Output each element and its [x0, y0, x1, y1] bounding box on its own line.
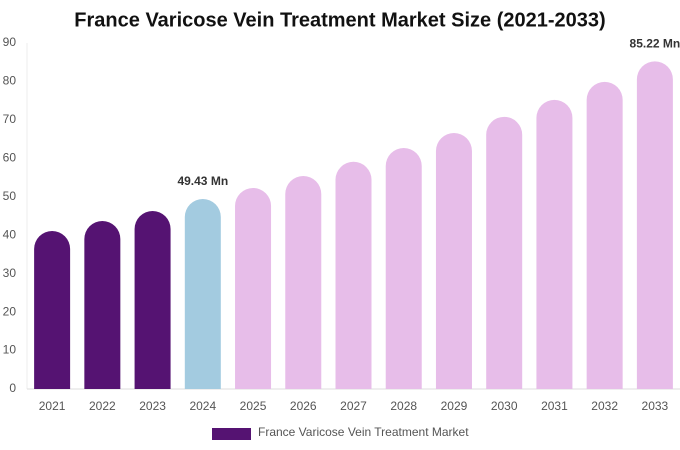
x-tick-label: 2023 — [139, 399, 166, 413]
bar — [636, 61, 673, 390]
value-label: 49.43 Mn — [177, 174, 228, 188]
bar — [385, 147, 422, 389]
x-tick-label: 2028 — [390, 399, 417, 413]
bar — [586, 81, 623, 390]
bar — [134, 211, 171, 389]
bar — [184, 198, 221, 389]
value-label: 85.22 Mn — [630, 37, 680, 51]
legend-swatch — [212, 428, 251, 440]
bar — [435, 132, 472, 389]
y-tick-label: 20 — [3, 304, 17, 318]
y-tick-label: 70 — [3, 112, 17, 126]
x-tick-label: 2027 — [340, 399, 367, 413]
y-tick-label: 10 — [3, 343, 17, 357]
bar — [235, 187, 272, 389]
y-tick-label: 80 — [3, 74, 17, 88]
x-tick-label: 2026 — [290, 399, 317, 413]
x-tick-label: 2024 — [189, 399, 216, 413]
bar — [335, 161, 372, 389]
legend-label: France Varicose Vein Treatment Market — [258, 425, 469, 439]
bar — [536, 99, 573, 390]
y-tick-label: 50 — [3, 189, 17, 203]
y-tick-label: 90 — [3, 35, 17, 49]
bar — [486, 116, 523, 389]
bar — [34, 230, 71, 389]
y-tick-label: 0 — [9, 381, 16, 395]
chart-title: France Varicose Vein Treatment Market Si… — [74, 9, 605, 31]
x-tick-label: 2030 — [491, 399, 518, 413]
x-tick-label: 2032 — [591, 399, 618, 413]
bar — [84, 220, 121, 389]
y-tick-label: 60 — [3, 151, 17, 165]
x-tick-label: 2021 — [39, 399, 66, 413]
bar — [285, 176, 322, 389]
x-tick-label: 2022 — [89, 399, 116, 413]
x-tick-label: 2029 — [441, 399, 468, 413]
x-tick-label: 2033 — [642, 399, 669, 413]
x-tick-label: 2031 — [541, 399, 568, 413]
y-tick-label: 40 — [3, 227, 17, 241]
y-tick-label: 30 — [3, 266, 17, 280]
x-tick-label: 2025 — [240, 399, 267, 413]
